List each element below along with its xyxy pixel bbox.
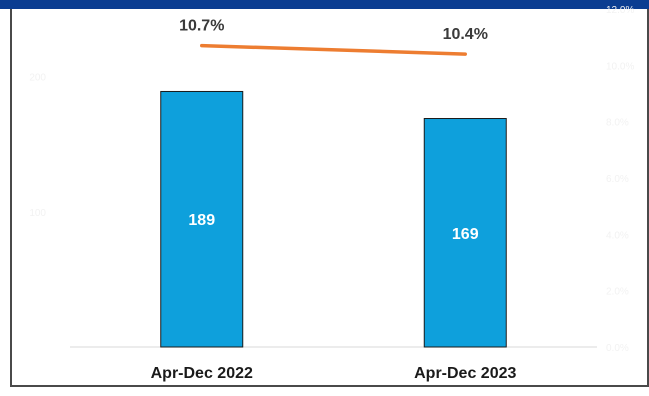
line-data-label: 10.4%	[443, 26, 488, 43]
bar-data-label: 189	[188, 212, 215, 229]
y-left-tick-label: 100	[29, 208, 46, 219]
y-right-tick-label: 6.0%	[606, 174, 629, 185]
y-right-tick-label: 8.0%	[606, 118, 629, 129]
line-series	[200, 43, 467, 56]
x-tick-label: Apr-Dec 2022	[151, 365, 253, 382]
chart-area	[10, 9, 649, 387]
x-tick-label: Apr-Dec 2023	[414, 365, 516, 382]
y-right-tick-label: 4.0%	[606, 230, 629, 241]
bar-data-label: 169	[452, 226, 479, 243]
y-right-tick-label: 12.0%	[606, 5, 634, 16]
header-bar	[0, 0, 649, 9]
y-right-tick-label: 0.0%	[606, 343, 629, 354]
bar	[160, 90, 244, 348]
line-data-label: 10.7%	[179, 18, 224, 35]
y-right-tick-label: 2.0%	[606, 287, 629, 298]
bar	[423, 118, 507, 348]
y-left-tick-label: 200	[29, 73, 46, 84]
y-right-tick-label: 10.0%	[606, 61, 634, 72]
